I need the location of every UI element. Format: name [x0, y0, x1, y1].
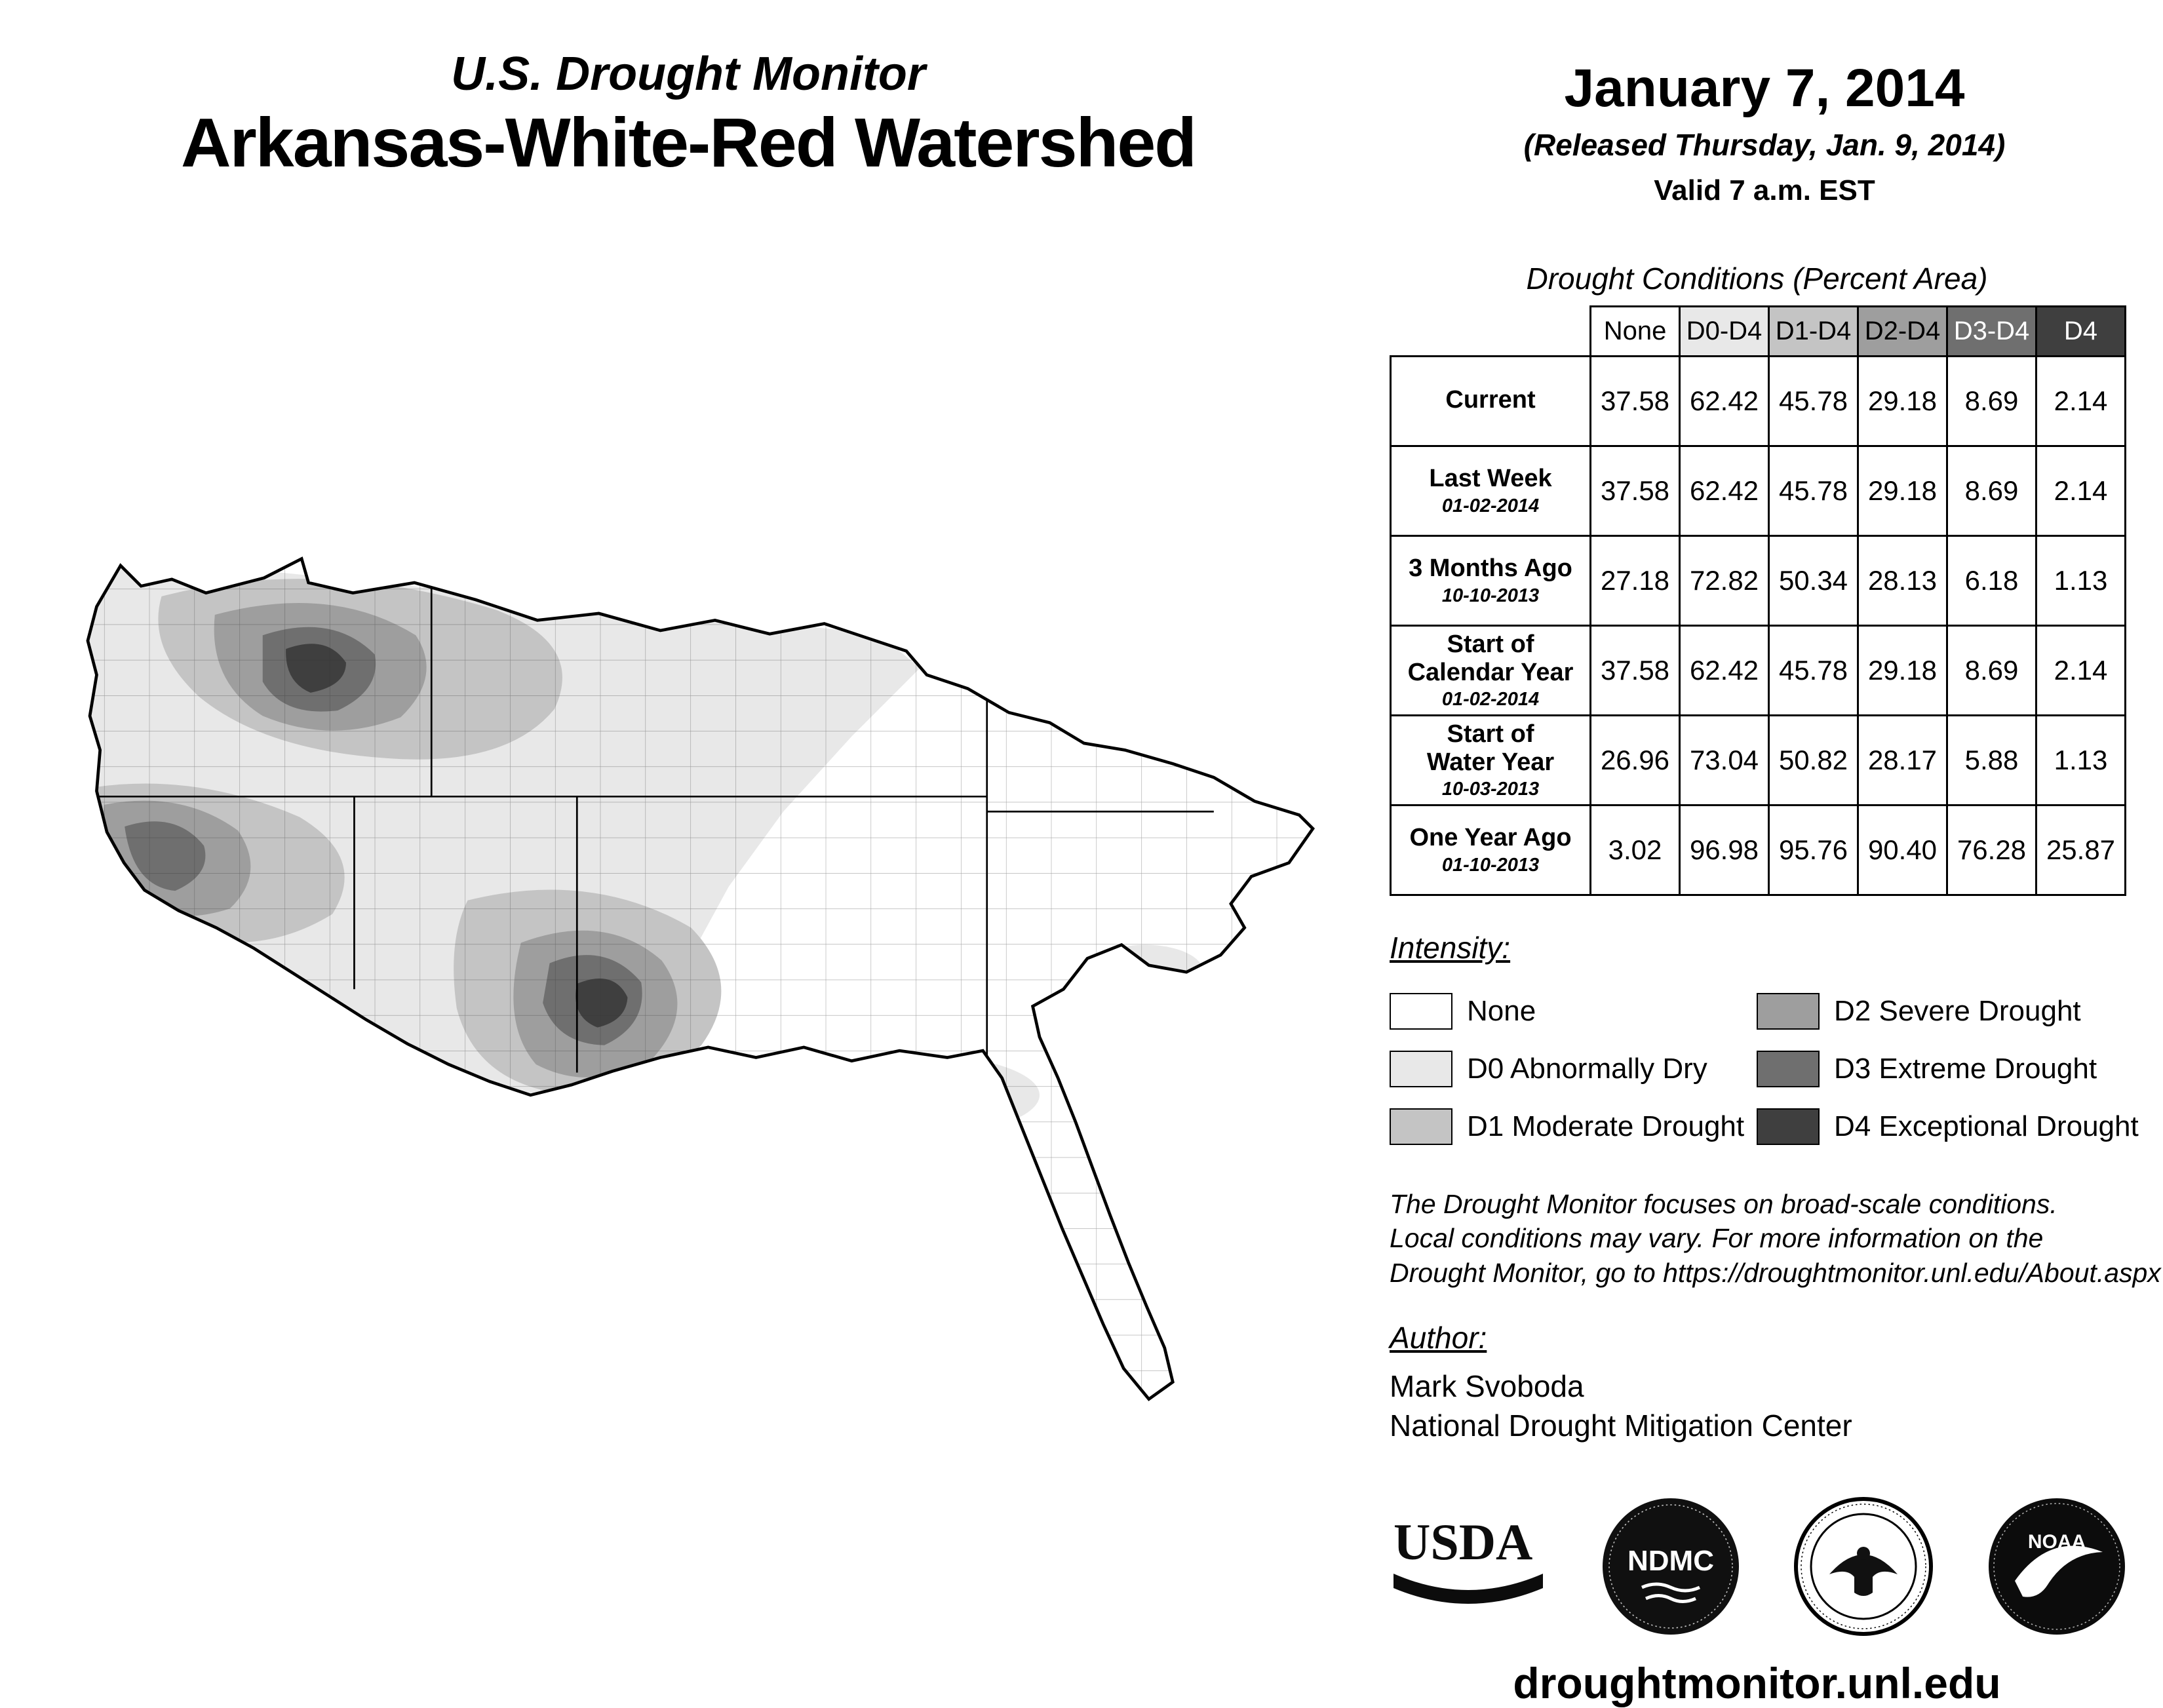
disclaimer-text: The Drought Monitor focuses on broad-sca… — [1390, 1187, 2163, 1290]
commerce-logo — [1794, 1497, 1934, 1636]
legend-item-d1: D1 Moderate Drought — [1390, 1108, 1757, 1145]
table-row-start-water-year: Start of Water Year 10-03-2013 26.96 73.0… — [1390, 714, 2126, 806]
ndmc-wave-2 — [1645, 1594, 1696, 1603]
region-title: Arkansas-White-Red Watershed — [180, 104, 1197, 182]
legend-swatch-d2 — [1757, 993, 1820, 1030]
usda-logo: USDA — [1393, 1513, 1543, 1604]
table-header-row: None D0-D4 D1-D4 D2-D4 D3-D4 D4 — [1390, 305, 2126, 357]
ndmc-wave-1 — [1641, 1582, 1700, 1593]
date-block: January 7, 2014 (Released Thursday, Jan.… — [1403, 58, 2126, 207]
table-row-current: Current 37.58 62.42 45.78 29.18 8.69 2.1… — [1390, 355, 2126, 447]
legend-item-d4: D4 Exceptional Drought — [1757, 1108, 2150, 1145]
author-block: Author: Mark Svoboda National Drought Mi… — [1390, 1320, 2163, 1446]
col-header-d3d4: D3-D4 — [1946, 305, 2037, 357]
map-county-grid — [87, 558, 1313, 1399]
monitor-title: U.S. Drought Monitor — [451, 48, 926, 100]
table-row-last-week: Last Week 01-02-2014 37.58 62.42 45.78 29… — [1390, 445, 2126, 537]
legend-item-d3: D3 Extreme Drought — [1757, 1051, 2150, 1087]
author-heading: Author: — [1390, 1321, 1487, 1355]
footer-url[interactable]: droughtmonitor.unl.edu — [1513, 1659, 2001, 1707]
legend-swatch-d3 — [1757, 1051, 1820, 1087]
ndmc-logo-text: NDMC — [1627, 1545, 1714, 1577]
noaa-ring-text — [1993, 1503, 2120, 1630]
title-block: U.S. Drought Monitor Arkansas-White-Red … — [20, 47, 1357, 183]
valid-time: Valid 7 a.m. EST — [1654, 174, 1875, 206]
commerce-inner-ring — [1810, 1513, 1917, 1620]
table-corner — [1390, 306, 1591, 357]
legend-swatch-d4 — [1757, 1108, 1820, 1145]
table-row-start-calendar-year: Start of Calendar Year 01-02-2014 37.58 6… — [1390, 625, 2126, 716]
table-row-one-year-ago: One Year Ago 01-10-2013 3.02 96.98 95.76 … — [1390, 804, 2126, 896]
watershed-map-svg — [86, 556, 1315, 1401]
legend-swatch-d0 — [1390, 1051, 1452, 1087]
noaa-logo: NOAA — [1988, 1498, 2125, 1635]
commerce-ring-text — [1801, 1504, 1927, 1629]
report-date: January 7, 2014 — [1564, 58, 1965, 118]
agency-logos: USDA NDMC NOAA — [1390, 1497, 2126, 1636]
col-header-none: None — [1589, 305, 1681, 357]
ndmc-circle — [1602, 1498, 1739, 1635]
released-date: (Released Thursday, Jan. 9, 2014) — [1523, 128, 2006, 162]
table-title: Drought Conditions (Percent Area) — [1526, 262, 1988, 296]
legend-swatch-d1 — [1390, 1108, 1452, 1145]
map-state-borders — [97, 580, 1214, 1073]
disclaimer-line-1: The Drought Monitor focuses on broad-sca… — [1390, 1189, 2057, 1219]
disclaimer-line-2: Local conditions may vary. For more info… — [1390, 1223, 2044, 1254]
legend-item-none: None — [1390, 993, 1757, 1030]
drought-table: None D0-D4 D1-D4 D2-D4 D3-D4 D4 Current … — [1390, 305, 2126, 896]
legend-item-d0: D0 Abnormally Dry — [1390, 1051, 1757, 1087]
ndmc-ring-text — [1608, 1504, 1733, 1629]
usda-swoosh — [1393, 1574, 1543, 1604]
legend-swatch-none — [1390, 993, 1452, 1030]
map-basin-outline — [86, 556, 1315, 1401]
right-column: Drought Conditions (Percent Area) None D… — [1390, 261, 2163, 1708]
watershed-map — [59, 518, 1344, 1422]
legend-item-d2: D2 Severe Drought — [1757, 993, 2150, 1030]
col-header-d2d4: D2-D4 — [1857, 305, 1948, 357]
noaa-bird — [2014, 1545, 2103, 1597]
author-name: Mark Svoboda — [1390, 1369, 1584, 1404]
disclaimer-line-3: Drought Monitor, go to https://droughtmo… — [1390, 1257, 2161, 1288]
author-organization: National Drought Mitigation Center — [1390, 1408, 1852, 1443]
table-row-3-months-ago: 3 Months Ago 10-10-2013 27.18 72.82 50.34… — [1390, 535, 2126, 627]
col-header-d4: D4 — [2035, 305, 2126, 357]
col-header-d1d4: D1-D4 — [1768, 305, 1859, 357]
intensity-legend: Intensity: None D0 Abnormally Dry D1 Mod… — [1390, 930, 2150, 1155]
commerce-eagle — [1829, 1555, 1898, 1596]
ndmc-logo: NDMC — [1602, 1498, 1739, 1635]
col-header-d0d4: D0-D4 — [1679, 305, 1770, 357]
usda-logo-text: USDA — [1393, 1513, 1532, 1570]
commerce-eagle-head — [1857, 1547, 1871, 1560]
legend-title: Intensity: — [1390, 931, 1511, 965]
